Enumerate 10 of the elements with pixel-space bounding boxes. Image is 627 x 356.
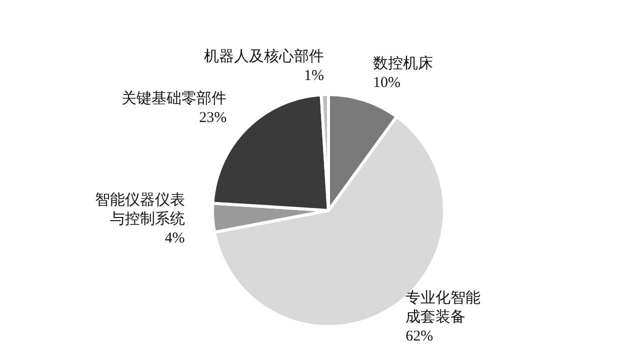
data-label: 62%: [406, 328, 434, 344]
data-label: 23%: [199, 110, 227, 126]
slice-label: 机器人及核心部件: [204, 46, 324, 65]
data-label: 1%: [304, 68, 324, 84]
data-label: 10%: [373, 74, 400, 91]
slice-label: 数控机床: [373, 54, 433, 72]
data-label: 4%: [164, 230, 185, 246]
slice-label: 专业化智能成套装备: [406, 288, 481, 326]
slice-label: 关键基础零部件: [122, 89, 227, 108]
slice-label: 智能仪器仪表与控制系统: [94, 190, 185, 228]
